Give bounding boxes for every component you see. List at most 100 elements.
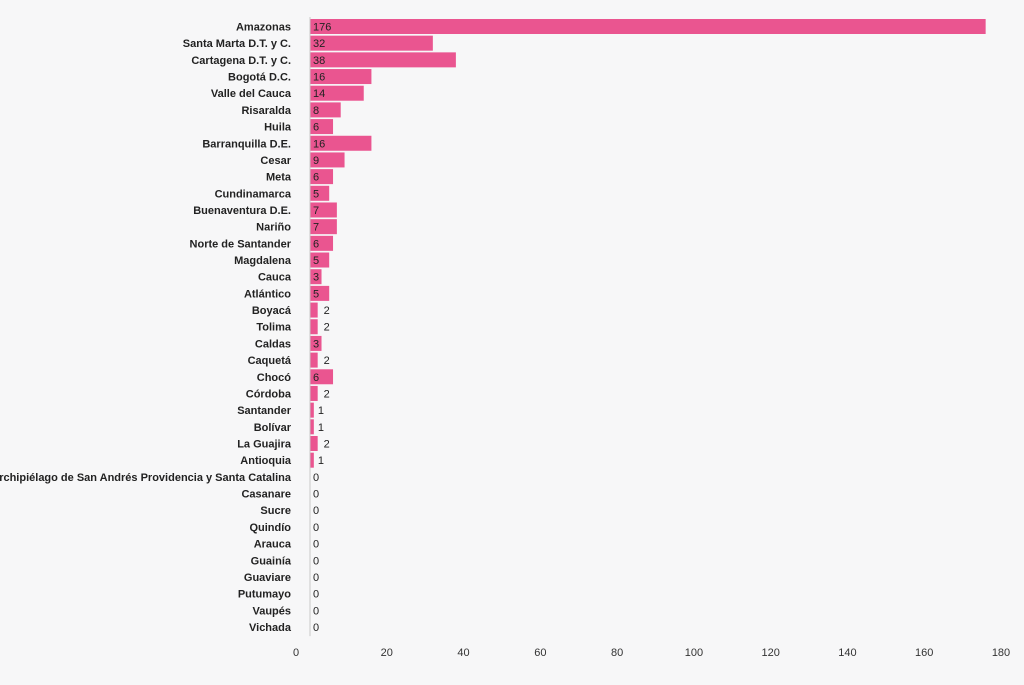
bar[interactable] xyxy=(310,269,322,285)
bar[interactable] xyxy=(310,436,318,451)
category-label: Tolima xyxy=(256,322,292,334)
x-tick-label: 120 xyxy=(761,647,779,659)
bar[interactable] xyxy=(310,352,318,368)
bar[interactable] xyxy=(310,335,322,351)
category-label: Bolívar xyxy=(254,422,292,434)
bar[interactable] xyxy=(310,385,318,401)
value-label: 3 xyxy=(313,272,319,284)
value-label: 0 xyxy=(313,605,319,617)
value-label: 7 xyxy=(313,222,319,234)
category-label: Cesar xyxy=(260,155,291,167)
bar[interactable] xyxy=(310,419,314,435)
value-label: 0 xyxy=(313,555,319,567)
category-label: Meta xyxy=(266,172,292,184)
value-label: 3 xyxy=(313,338,319,350)
bar[interactable] xyxy=(310,252,330,268)
bar[interactable] xyxy=(310,169,334,185)
value-label: 9 xyxy=(313,155,319,167)
value-label: 6 xyxy=(313,172,319,184)
value-label: 0 xyxy=(313,622,319,634)
value-label: 0 xyxy=(313,589,319,601)
category-label: Risaralda xyxy=(241,105,291,117)
bar[interactable] xyxy=(310,285,330,301)
value-label: 5 xyxy=(313,255,319,267)
bar[interactable] xyxy=(310,119,334,135)
value-label: 2 xyxy=(324,305,330,317)
x-tick-label: 20 xyxy=(381,647,393,659)
category-label: Caldas xyxy=(255,338,291,350)
x-axis-ticks: 0 20 40 60 80 100 120 140 160 180 xyxy=(293,647,1010,659)
value-label: 32 xyxy=(313,38,325,50)
bar[interactable] xyxy=(310,19,986,34)
bar[interactable] xyxy=(310,69,372,85)
bar[interactable] xyxy=(310,402,314,418)
value-label: 6 xyxy=(313,238,319,250)
bar[interactable] xyxy=(310,185,330,201)
category-label: Barranquilla D.E. xyxy=(202,138,291,150)
bar[interactable] xyxy=(310,452,314,468)
value-label: 5 xyxy=(313,288,319,300)
value-label: 1 xyxy=(318,455,324,467)
value-label: 14 xyxy=(313,88,325,100)
value-label: 0 xyxy=(313,489,319,501)
bar[interactable] xyxy=(310,302,318,318)
value-label: 2 xyxy=(324,355,330,367)
category-label: Boyacá xyxy=(252,305,292,317)
bars-group xyxy=(310,19,986,468)
x-tick-label: 40 xyxy=(457,647,469,659)
bar[interactable] xyxy=(310,85,364,101)
category-label: Guainía xyxy=(251,555,292,567)
category-label: Cauca xyxy=(258,272,292,284)
category-label: Huila xyxy=(264,122,292,134)
value-label: 16 xyxy=(313,72,325,84)
value-label: 38 xyxy=(313,55,325,67)
bar[interactable] xyxy=(310,135,372,151)
category-label: Sucre xyxy=(260,505,291,517)
category-label: Bogotá D.C. xyxy=(228,72,291,84)
bar[interactable] xyxy=(310,235,334,251)
category-label: Córdoba xyxy=(246,388,292,400)
category-label: Caquetá xyxy=(248,355,292,367)
category-label: Nariño xyxy=(256,222,291,234)
x-tick-label: 180 xyxy=(992,647,1010,659)
value-label: 5 xyxy=(313,188,319,200)
category-label: Santander xyxy=(237,405,292,417)
value-label: 6 xyxy=(313,122,319,134)
value-label: 176 xyxy=(313,22,331,34)
value-label: 2 xyxy=(324,322,330,334)
category-label: Valle del Cauca xyxy=(211,88,292,100)
category-label: Vaupés xyxy=(252,605,291,617)
value-label: 2 xyxy=(324,439,330,451)
category-label: La Guajira xyxy=(237,439,292,451)
category-label: Casanare xyxy=(241,489,291,501)
category-label: Antioquia xyxy=(240,455,292,467)
category-label: Atlántico xyxy=(244,288,291,300)
category-label: Arauca xyxy=(254,539,292,551)
bar[interactable] xyxy=(310,102,341,118)
value-label: 16 xyxy=(313,138,325,150)
bar[interactable] xyxy=(310,369,334,385)
bar[interactable] xyxy=(310,319,318,335)
value-label: 0 xyxy=(313,522,319,534)
value-labels: 1763238161486169657765352232621121000000… xyxy=(313,22,331,634)
category-label: Norte de Santander xyxy=(190,238,292,250)
bar[interactable] xyxy=(310,35,433,51)
bar[interactable] xyxy=(310,202,337,218)
category-label: Guaviare xyxy=(244,572,291,584)
value-label: 0 xyxy=(313,472,319,484)
category-label: Vichada xyxy=(249,622,292,634)
bar[interactable] xyxy=(310,52,456,68)
category-label: Buenaventura D.E. xyxy=(193,205,291,217)
x-tick-label: 60 xyxy=(534,647,546,659)
value-label: 0 xyxy=(313,572,319,584)
bar[interactable] xyxy=(310,219,337,235)
category-labels: Amazonas Santa Marta D.T. y C. Cartagena D… xyxy=(0,22,292,634)
value-label: 6 xyxy=(313,372,319,384)
bar[interactable] xyxy=(310,152,345,168)
category-label: Cartagena D.T. y C. xyxy=(191,55,291,67)
x-tick-label: 160 xyxy=(915,647,933,659)
category-label: Santa Marta D.T. y C. xyxy=(183,38,291,50)
value-label: 0 xyxy=(313,539,319,551)
x-tick-label: 140 xyxy=(838,647,856,659)
